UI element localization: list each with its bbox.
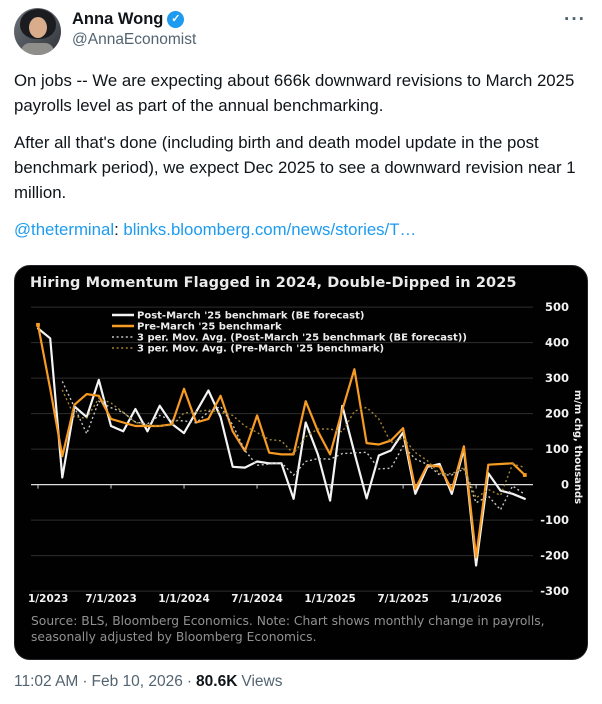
svg-text:0: 0 bbox=[561, 478, 569, 492]
verified-badge-icon: ✓ bbox=[167, 11, 185, 28]
chart-image[interactable]: Hiring Momentum Flagged in 2024, Double-… bbox=[14, 265, 588, 660]
svg-text:500: 500 bbox=[545, 300, 569, 314]
svg-text:300: 300 bbox=[545, 371, 569, 385]
mention-link[interactable]: @theterminal bbox=[14, 220, 115, 239]
chart-legend: Post-March '25 benchmark (BE forecast)Pr… bbox=[112, 311, 467, 355]
series-line-dotted-0 bbox=[61, 381, 526, 512]
legend-label-2: 3 per. Mov. Avg. (Post-March '25 benchma… bbox=[137, 333, 467, 344]
svg-text:1/1/2026: 1/1/2026 bbox=[450, 593, 502, 605]
tweet-text: On jobs -- We are expecting about 666k d… bbox=[14, 68, 588, 242]
svg-text:1/1/2025: 1/1/2025 bbox=[304, 593, 356, 605]
svg-text:7/1/2023: 7/1/2023 bbox=[85, 593, 137, 605]
tweet-header: Anna Wong ✓ @AnnaEconomist ··· bbox=[14, 8, 588, 55]
y-axis-labels: 500 400 300 200 100 0 -100 -200 -300 bbox=[540, 300, 569, 598]
series-end-marker bbox=[522, 473, 527, 477]
timestamp-row: 11:02 AM · Feb 10, 2026 · 80.6K Views bbox=[14, 673, 588, 691]
svg-text:100: 100 bbox=[545, 442, 569, 456]
svg-text:400: 400 bbox=[545, 336, 569, 350]
more-button[interactable]: ··· bbox=[564, 9, 586, 30]
series-line-solid-0 bbox=[36, 327, 526, 567]
tweet-paragraph-2: After all that's done (including birth a… bbox=[14, 133, 576, 202]
svg-text:-100: -100 bbox=[540, 513, 569, 527]
dot-separator: · bbox=[186, 673, 193, 690]
author-name[interactable]: Anna Wong bbox=[72, 10, 164, 29]
author-handle[interactable]: @AnnaEconomist bbox=[72, 31, 197, 48]
payrolls-plot: 500 400 300 200 100 0 -100 -200 -300 1/2023 7/1/20… bbox=[28, 300, 583, 605]
views-label: Views bbox=[241, 673, 283, 690]
legend-label-3: 3 per. Mov. Avg. (Pre-March '25 benchmar… bbox=[137, 344, 384, 355]
avatar-face bbox=[29, 17, 47, 38]
svg-text:7/1/2024: 7/1/2024 bbox=[231, 593, 283, 605]
article-link[interactable]: blinks.bloomberg.com/news/stories/T… bbox=[123, 220, 417, 239]
legend-label-0: Post-March '25 benchmark (BE forecast) bbox=[137, 311, 364, 322]
views-count: 80.6K bbox=[196, 673, 238, 690]
mention-separator: : bbox=[114, 220, 124, 239]
series-line-dotted-1 bbox=[61, 389, 525, 499]
legend-label-1: Pre-March '25 benchmark bbox=[137, 322, 282, 333]
post-time: 11:02 AM bbox=[14, 673, 79, 690]
author-block: Anna Wong ✓ @AnnaEconomist bbox=[72, 8, 196, 48]
svg-text:7/1/2025: 7/1/2025 bbox=[377, 593, 429, 605]
series-end-marker bbox=[36, 322, 40, 327]
svg-text:-300: -300 bbox=[540, 584, 569, 598]
svg-text:-200: -200 bbox=[540, 549, 569, 563]
svg-text:1/2023: 1/2023 bbox=[28, 593, 68, 605]
svg-text:1/1/2024: 1/1/2024 bbox=[158, 593, 210, 605]
chart-source-note: Source: BLS, Bloomberg Economics. Note: … bbox=[31, 614, 545, 645]
chart-title: Hiring Momentum Flagged in 2024, Double-… bbox=[30, 275, 517, 291]
series-line-solid-1 bbox=[36, 323, 526, 559]
avatar-scarf bbox=[21, 43, 54, 55]
y-axis-title: m/m chg, thousands bbox=[572, 390, 583, 504]
dot-separator: · bbox=[82, 673, 88, 690]
tweet-paragraph-1: On jobs -- We are expecting about 666k d… bbox=[14, 71, 575, 115]
tweet-paragraph-3: @theterminal: blinks.bloomberg.com/news/… bbox=[14, 217, 588, 242]
avatar[interactable] bbox=[14, 8, 61, 55]
x-axis-labels: 1/2023 7/1/2023 1/1/2024 7/1/2024 1/1/2025 7/… bbox=[28, 484, 502, 605]
post-date: Feb 10, 2026 bbox=[91, 673, 183, 690]
svg-text:200: 200 bbox=[545, 407, 569, 421]
